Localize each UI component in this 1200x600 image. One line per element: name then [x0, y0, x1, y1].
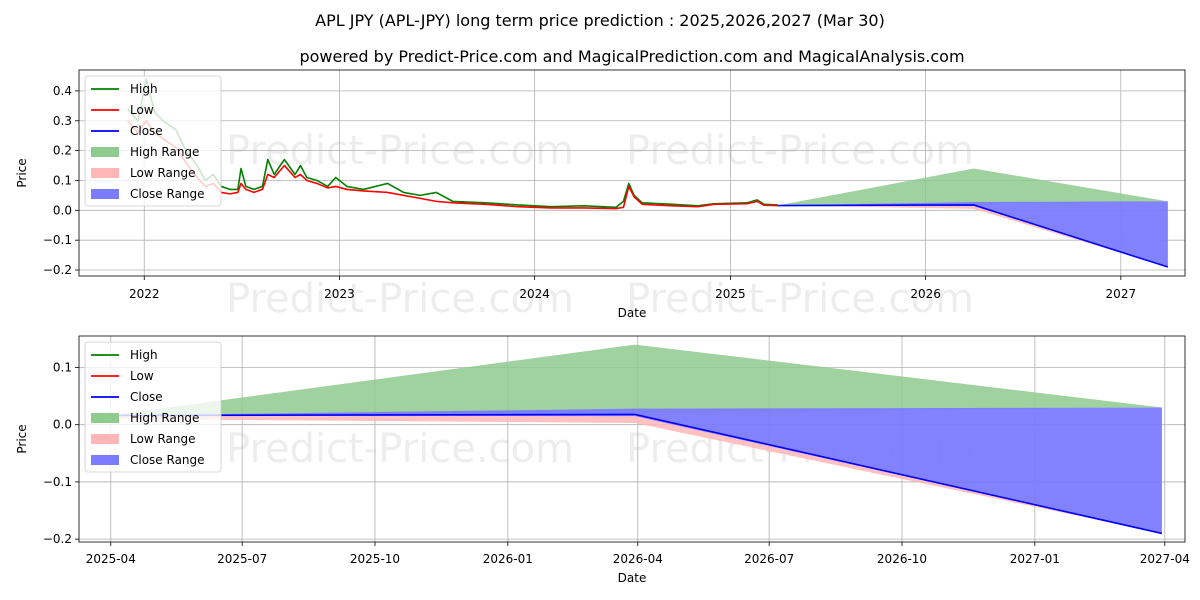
legend-label-close: Close — [130, 124, 163, 138]
watermark-text: Predict-Price.com — [226, 276, 574, 322]
legend-label-high-range: High Range — [130, 411, 199, 425]
y-tick-label: 0.2 — [53, 144, 72, 158]
legend-swatch-low-range — [91, 168, 119, 178]
legend-label-high: High — [130, 348, 158, 362]
x-tick-label: 2025 — [715, 287, 746, 301]
legend: High Low Close High Range Low Range Close Ran… — [84, 75, 222, 207]
y-tick-label: −0.1 — [43, 233, 72, 247]
plot-area — [107, 344, 1163, 535]
y-tick-label: −0.1 — [43, 475, 72, 489]
close-series-line — [107, 413, 1163, 535]
y-tick-label: −0.2 — [43, 532, 72, 546]
legend-label-high: High — [130, 82, 158, 96]
x-tick-label: 2027-01 — [1010, 552, 1060, 566]
x-tick-label: 2026-10 — [877, 552, 927, 566]
legend-swatch-high-range — [91, 147, 119, 157]
x-tick-label: 2024 — [519, 287, 550, 301]
chart-subtitle: powered by Predict-Price.com and Magical… — [299, 47, 964, 66]
x-tick-label: 2026-04 — [613, 552, 663, 566]
y-tick-label: 0.0 — [53, 203, 72, 217]
axes-frame — [78, 335, 1186, 543]
legend-label-close-range: Close Range — [130, 453, 205, 467]
legend-label-close: Close — [130, 390, 163, 404]
x-tick-label: 2025-04 — [86, 552, 136, 566]
chart-title: APL JPY (APL-JPY) long term price predic… — [315, 11, 885, 30]
legend-swatch-high-range — [91, 413, 119, 423]
legend: High Low Close High Range Low Range Close Ran… — [84, 341, 222, 473]
y-tick-label: 0.1 — [53, 173, 72, 187]
y-tick-label: 0.1 — [53, 360, 72, 374]
y-tick-label: −0.2 — [43, 263, 72, 277]
x-tick-label: 2026 — [910, 287, 941, 301]
long-term-chart-panel: Predict-Price.com Predict-Price.comPredic… — [15, 69, 1186, 322]
close-series-line — [777, 204, 1169, 268]
y-tick-label: 0.3 — [53, 114, 72, 128]
x-tick-label: 2026-01 — [483, 552, 533, 566]
legend-label-close-range: Close Range — [130, 187, 205, 201]
legend-swatch-close-range — [91, 455, 119, 465]
legend-label-high-range: High Range — [130, 145, 199, 159]
y-axis-label: Price — [15, 158, 29, 187]
x-tick-label: 2027-04 — [1140, 552, 1190, 566]
x-tick-label: 2025-10 — [350, 552, 400, 566]
x-tick-label: 2022 — [129, 287, 160, 301]
close-range-area — [777, 201, 1168, 268]
x-tick-label: 2026-07 — [744, 552, 794, 566]
legend-swatch-close-range — [91, 189, 119, 199]
legend-label-low: Low — [130, 369, 154, 383]
x-axis-label: Date — [618, 571, 647, 585]
y-axis-label: Price — [15, 424, 29, 453]
x-tick-label: 2027 — [1106, 287, 1137, 301]
x-tick-label: 2025-07 — [217, 552, 267, 566]
axes-frame — [78, 69, 1186, 277]
watermark-text: Predict-Price.com — [226, 426, 574, 472]
legend-swatch-low-range — [91, 434, 119, 444]
y-tick-label: 0.0 — [53, 418, 72, 432]
high-range-area — [107, 344, 1162, 416]
close-range-area — [107, 407, 1162, 534]
x-axis-label: Date — [618, 306, 647, 320]
legend-label-low: Low — [130, 103, 154, 117]
prediction-zoom-chart-panel: Predict-Price.comPredict-Price.com2025-0… — [15, 335, 1190, 585]
legend-label-low-range: Low Range — [130, 432, 195, 446]
legend-label-low-range: Low Range — [130, 166, 195, 180]
high-range-area — [777, 168, 1168, 206]
x-tick-label: 2023 — [324, 287, 355, 301]
y-tick-label: 0.4 — [53, 84, 72, 98]
watermark-text: Predict-Price.com — [626, 276, 974, 322]
